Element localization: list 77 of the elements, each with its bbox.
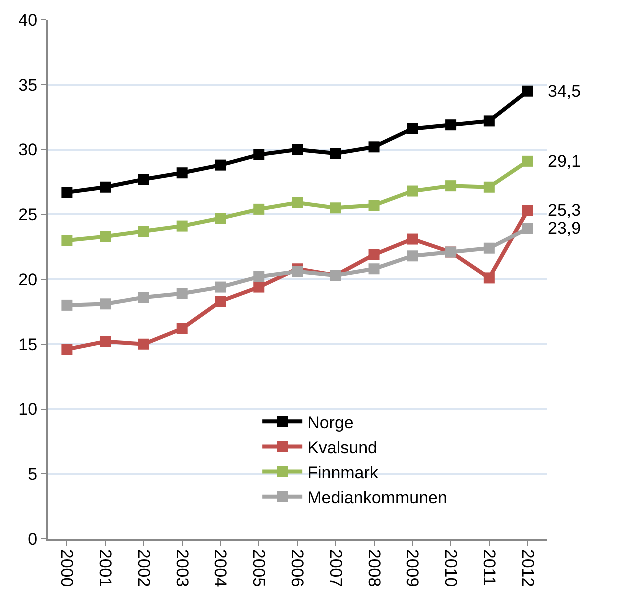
x-tick-label: 2008 xyxy=(364,549,384,588)
point xyxy=(62,235,73,246)
y-tick-label: 10 xyxy=(18,400,38,420)
point xyxy=(407,234,418,245)
legend-label: Finnmark xyxy=(308,463,379,482)
x-tick-label: 2009 xyxy=(403,549,422,588)
point xyxy=(522,156,534,167)
point xyxy=(100,182,112,193)
point xyxy=(368,200,380,212)
point xyxy=(484,272,495,284)
point xyxy=(368,249,380,260)
point xyxy=(522,86,534,97)
y-tick-label: 30 xyxy=(18,140,38,160)
point xyxy=(62,187,73,198)
annotation: 23,9 xyxy=(548,219,582,238)
y-tick-label: 35 xyxy=(18,76,38,95)
x-tick-label: 2006 xyxy=(288,549,307,588)
point xyxy=(368,142,380,153)
x-tick-label: 2001 xyxy=(96,549,116,588)
point xyxy=(330,148,342,160)
point xyxy=(62,344,73,356)
point xyxy=(446,120,457,131)
point xyxy=(138,292,150,304)
annotation: 25,3 xyxy=(548,201,582,220)
x-tick-label: 2000 xyxy=(58,549,77,588)
y-tick-label: 5 xyxy=(28,465,38,484)
point xyxy=(138,226,150,237)
point xyxy=(215,213,226,224)
point xyxy=(292,197,303,208)
point xyxy=(254,282,265,293)
point xyxy=(62,300,73,311)
point xyxy=(176,168,188,179)
point xyxy=(407,123,418,134)
y-tick-label: 20 xyxy=(18,270,38,290)
x-tick-label: 2004 xyxy=(211,549,230,588)
point xyxy=(100,298,112,310)
legend-label: Norge xyxy=(308,413,354,432)
point xyxy=(254,149,265,160)
point xyxy=(522,223,534,234)
point xyxy=(138,338,150,350)
point xyxy=(254,271,265,282)
legend-label: Mediankommunen xyxy=(308,488,448,508)
point xyxy=(215,160,226,171)
point xyxy=(176,323,188,334)
y-tick-label: 25 xyxy=(18,206,38,225)
point xyxy=(138,174,150,186)
point xyxy=(484,182,495,193)
point xyxy=(330,202,342,214)
y-tick-label: 0 xyxy=(28,530,38,549)
point xyxy=(484,242,495,254)
point xyxy=(484,116,495,127)
point xyxy=(215,296,226,308)
point xyxy=(407,250,418,262)
point xyxy=(292,144,303,156)
point xyxy=(292,266,303,278)
x-tick-label: 2005 xyxy=(250,549,269,588)
y-tick-label: 40 xyxy=(18,10,38,30)
x-tick-label: 2007 xyxy=(326,549,346,588)
point xyxy=(176,220,188,232)
x-tick-label: 2011 xyxy=(480,549,499,586)
point xyxy=(100,231,112,242)
x-tick-label: 2002 xyxy=(134,549,154,588)
x-tick-label: 2012 xyxy=(518,549,538,588)
point xyxy=(176,288,188,300)
x-tick-label: 2010 xyxy=(442,549,461,588)
legend-label: Kvalsund xyxy=(308,438,378,458)
point xyxy=(100,336,112,348)
point xyxy=(522,205,534,216)
annotation: 34,5 xyxy=(548,82,582,101)
point xyxy=(254,204,265,215)
point xyxy=(215,282,226,293)
point xyxy=(446,180,457,192)
y-tick-label: 15 xyxy=(18,335,38,354)
x-tick-label: 2003 xyxy=(172,549,192,588)
point xyxy=(368,264,380,275)
point xyxy=(407,186,418,197)
annotation: 29,1 xyxy=(548,152,582,171)
